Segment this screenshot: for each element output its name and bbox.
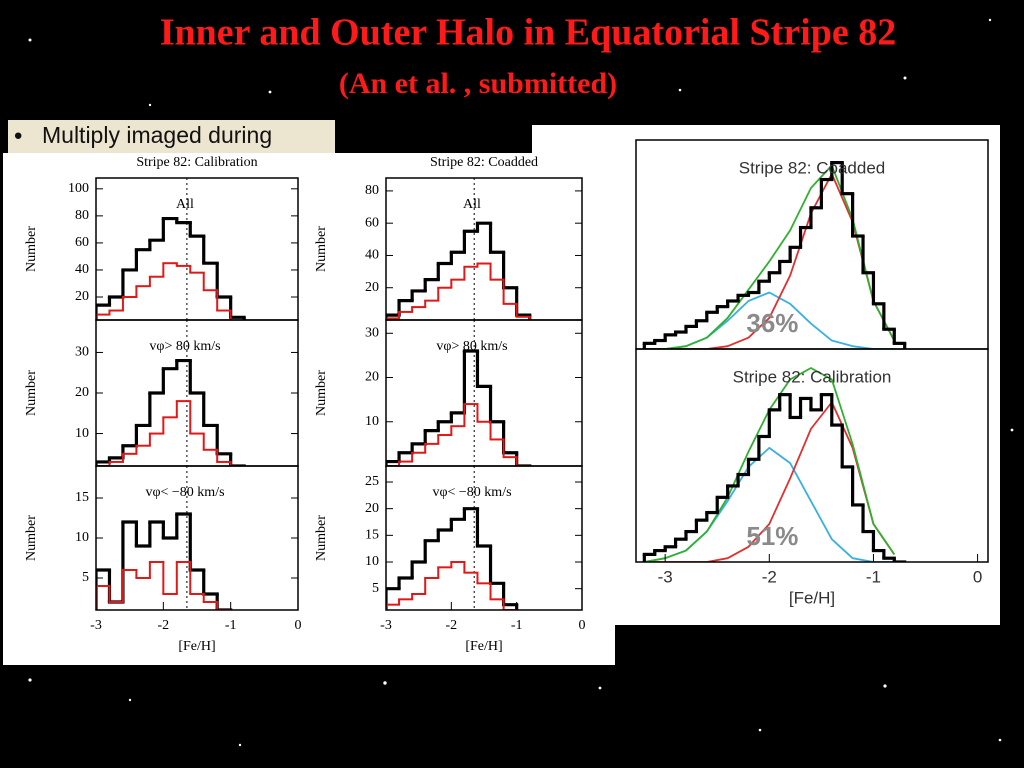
star	[998, 738, 1002, 742]
y-axis-label: Number	[314, 515, 329, 561]
star	[383, 681, 387, 685]
panel-label: vφ< −80 km/s	[432, 485, 511, 500]
plot-area	[96, 320, 246, 466]
chart-title: Stripe 82: Coadded	[739, 158, 886, 177]
x-axis-label: [Fe/H]	[789, 588, 835, 607]
star	[883, 684, 887, 688]
x-tick-label: -2	[157, 618, 169, 633]
plot-area	[642, 367, 907, 562]
y-tick-label: 60	[365, 215, 379, 230]
y-axis-label: Number	[314, 370, 329, 416]
stars	[28, 18, 1014, 747]
x-tick-label: 0	[973, 567, 982, 586]
chart-title: Stripe 82: Coadded	[430, 155, 538, 170]
x-tick-label: -1	[225, 618, 237, 633]
y-tick-label: 10	[365, 414, 379, 429]
chart-title: Stripe 82: Calibration	[136, 155, 257, 170]
fraction-label: 36%	[746, 308, 798, 338]
fraction-label: 51%	[746, 521, 798, 551]
panel-label: All	[176, 197, 194, 212]
star	[1010, 428, 1014, 432]
left-figure	[3, 153, 615, 665]
y-axis-label: Number	[314, 226, 329, 272]
plot-area	[96, 466, 233, 610]
x-tick-label: -2	[445, 618, 457, 633]
histogram-panel: Stripe 82: Calibration All Number 20 40 60 80 1…	[24, 155, 299, 321]
bullet-box	[8, 120, 335, 153]
histogram-panel: vφ> 80 km/s Number 10 20 30	[314, 319, 583, 467]
y-tick-label: 10	[75, 426, 89, 441]
y-axis-label: Number	[24, 515, 39, 561]
x-axis-label: [Fe/H]	[178, 639, 215, 654]
y-tick-label: 20	[365, 501, 379, 516]
y-tick-label: 20	[75, 289, 89, 304]
x-tick-label: -1	[866, 567, 881, 586]
star	[268, 90, 272, 94]
plot-area	[386, 320, 532, 466]
histogram-panel: vφ> 80 km/s Number 10 20 30	[24, 319, 299, 467]
star	[598, 686, 602, 690]
y-tick-label: 5	[82, 570, 89, 585]
histogram-panel: vφ< −80 km/s Number 5 10 15 -3 -2 -1 0 [Fe/H]	[24, 465, 302, 654]
x-tick-label: -3	[90, 618, 102, 633]
y-tick-label: 30	[365, 325, 379, 340]
plot-frame	[635, 348, 989, 563]
panel-label: vφ< −80 km/s	[145, 485, 224, 500]
y-tick-label: 40	[365, 248, 379, 263]
slide-subtitle: (An et al. , submitted)	[339, 67, 617, 100]
star	[988, 18, 992, 22]
fit-curve	[644, 401, 896, 562]
x-tick-label: -3	[658, 567, 673, 586]
y-tick-label: 5	[372, 581, 379, 596]
y-tick-label: 20	[75, 385, 89, 400]
bullet-marker: •	[14, 122, 22, 149]
plot-frame	[385, 465, 583, 611]
panel-label: All	[463, 197, 481, 212]
x-tick-label: -1	[511, 618, 523, 633]
y-tick-label: 10	[75, 530, 89, 545]
left-charts: Stripe 82: Calibration All Number 20 40 60 80 1…	[24, 155, 585, 654]
chart-title: Stripe 82: Calibration	[733, 367, 892, 386]
x-tick-label: 0	[295, 618, 302, 633]
bullet-text: Multiply imaged during	[42, 122, 272, 148]
histogram-panel: Stripe 82: Coadded All Number 20 40 60 80	[314, 155, 583, 321]
y-tick-label: 30	[75, 345, 89, 360]
star	[238, 743, 242, 747]
plot-area	[386, 178, 532, 320]
y-tick-label: 15	[365, 528, 379, 543]
histogram-panel: vφ< −80 km/s Number 5 10 15 20 25 -3 -2 -1 0 [Fe/H]	[314, 465, 586, 654]
x-tick-label: -2	[762, 567, 777, 586]
y-tick-label: 20	[365, 370, 379, 385]
x-tick-label: 0	[579, 618, 586, 633]
y-tick-label: 100	[68, 181, 89, 196]
panel-label: vφ> 80 km/s	[149, 339, 220, 354]
plot-area	[642, 160, 907, 349]
histogram-panel: Stripe 82: Calibration 51% -3 -2 -1 0 [Fe/H]	[635, 348, 989, 607]
star	[28, 38, 32, 42]
star	[28, 678, 32, 682]
y-axis-label: Number	[24, 226, 39, 272]
y-tick-label: 10	[365, 554, 379, 569]
right-charts: Stripe 82: Coadded 36% Stripe 82: Calibrat…	[635, 139, 989, 607]
star	[678, 88, 682, 92]
star	[148, 103, 152, 107]
star	[758, 728, 762, 732]
y-tick-label: 80	[365, 183, 379, 198]
y-tick-label: 15	[75, 490, 89, 505]
panel-label: vφ> 80 km/s	[436, 339, 507, 354]
y-axis-label: Number	[24, 370, 39, 416]
y-tick-label: 80	[75, 208, 89, 223]
y-tick-label: 20	[365, 280, 379, 295]
y-tick-label: 40	[75, 262, 89, 277]
y-tick-label: 25	[365, 474, 379, 489]
histogram-panel: Stripe 82: Coadded 36%	[635, 139, 989, 350]
y-tick-label: 60	[75, 235, 89, 250]
star	[128, 698, 132, 702]
star	[903, 76, 907, 80]
x-axis-label: [Fe/H]	[465, 639, 502, 654]
slide-title: Inner and Outer Halo in Equatorial Strip…	[160, 12, 897, 54]
x-tick-label: -3	[380, 618, 392, 633]
plot-area	[96, 178, 246, 320]
